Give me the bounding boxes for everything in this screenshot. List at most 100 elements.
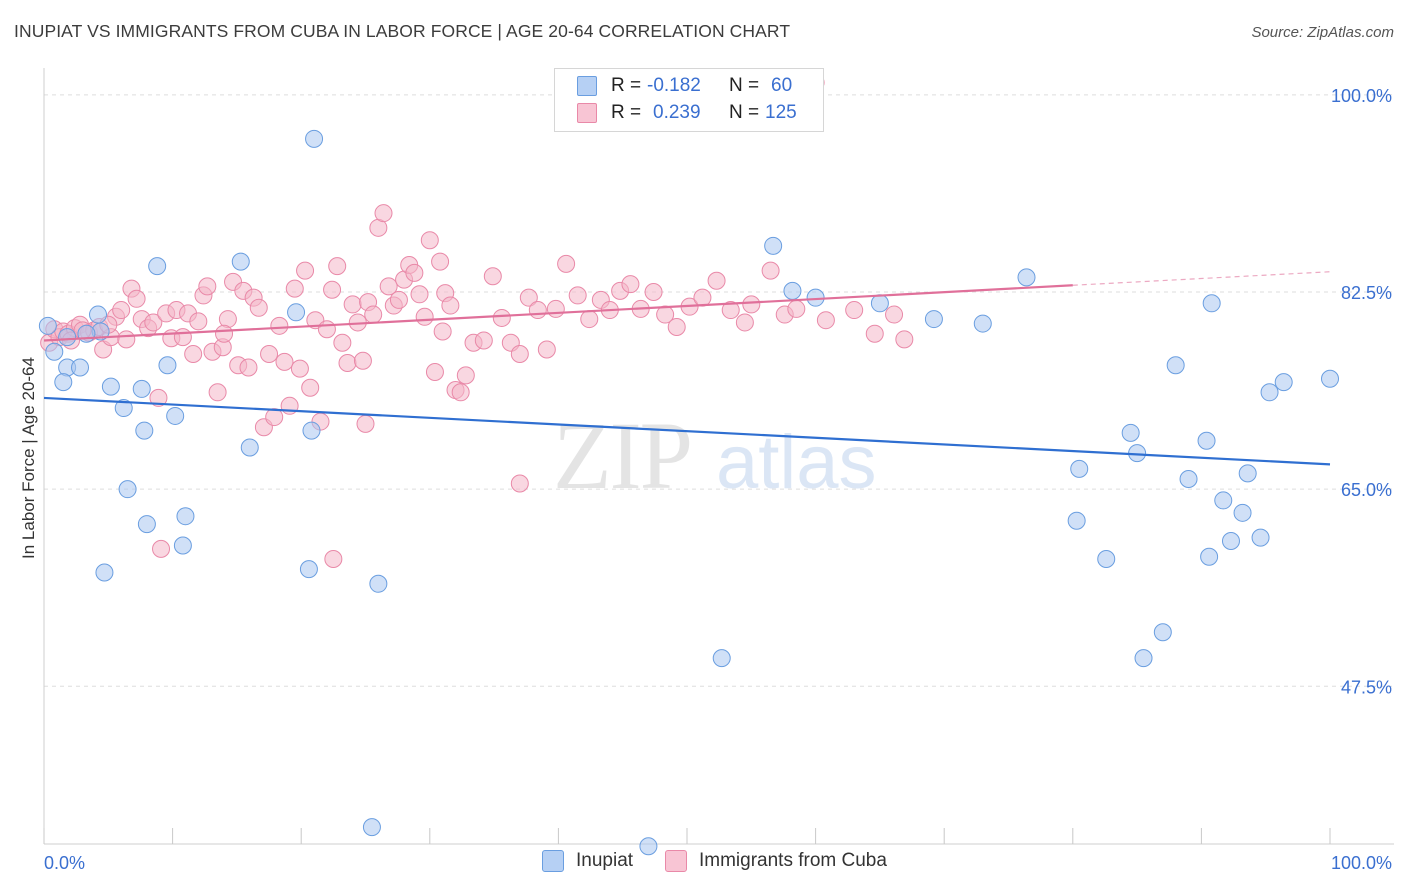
y-tick-label: 82.5%	[1341, 283, 1392, 303]
chart-source: Source: ZipAtlas.com	[1251, 24, 1394, 41]
inupiat-point	[118, 480, 137, 499]
inupiat-point	[783, 281, 802, 300]
inupiat-point	[1070, 459, 1089, 478]
cuba-point	[364, 305, 383, 324]
inupiat-point	[173, 536, 192, 555]
inupiat-point	[1214, 491, 1233, 510]
cuba-point	[721, 301, 740, 320]
cuba-point	[353, 351, 372, 370]
inupiat-point	[1179, 470, 1198, 489]
inupiat-point	[712, 649, 731, 668]
cuba-point	[510, 474, 529, 493]
cuba-point	[317, 320, 336, 339]
cuba-point	[707, 271, 726, 290]
inupiat-point	[58, 328, 77, 347]
cuba-point	[249, 298, 268, 317]
cuba-point	[374, 204, 393, 223]
inupiat-point	[38, 316, 57, 335]
inupiat-point	[1134, 649, 1153, 668]
cuba-point	[510, 344, 529, 363]
cuba-point	[483, 267, 502, 286]
cuba-point	[265, 408, 284, 427]
cuba-point	[410, 285, 429, 304]
cuba-point	[528, 301, 547, 320]
inupiat-point	[114, 399, 133, 418]
inupiat-point	[870, 294, 889, 313]
cuba-point	[296, 261, 315, 280]
cuba-point	[333, 333, 352, 352]
n-label: N =	[729, 75, 760, 96]
cuba-point	[189, 312, 208, 331]
cuba-point	[557, 254, 576, 273]
cuba-point	[537, 340, 556, 359]
y-axis-label: In Labor Force | Age 20-64	[19, 357, 38, 559]
cuba-point	[431, 252, 450, 271]
inupiat-point	[101, 377, 120, 396]
legend-item-cuba: Immigrants from Cuba	[665, 850, 887, 872]
inupiat-trendline	[43, 396, 1331, 466]
stats-legend: R = -0.182 N = 60 R = 0.239 N = 125	[554, 68, 824, 132]
inupiat-point	[1153, 623, 1172, 642]
inupiat-point	[639, 837, 658, 856]
y-tick-label: 47.5%	[1341, 677, 1392, 697]
legend-label-inupiat: Inupiat	[576, 850, 634, 871]
cuba-point	[451, 383, 470, 402]
inupiat-point	[1321, 369, 1339, 388]
cuba-trendline-extension	[1072, 271, 1331, 286]
cuba-trendline	[43, 284, 1073, 342]
inupiat-point	[54, 373, 73, 392]
n-value-inupiat: 60	[771, 75, 793, 96]
axes	[43, 68, 1394, 845]
cuba-legend-swatch	[665, 850, 687, 872]
cuba-point	[239, 358, 258, 377]
cuba-point	[845, 301, 864, 320]
inupiat-point	[148, 257, 167, 276]
r-value-cuba: 0.239	[653, 102, 701, 123]
cuba-point	[492, 308, 511, 327]
legend-item-inupiat: Inupiat	[542, 850, 633, 872]
trendlines	[43, 271, 1331, 466]
cuba-point	[285, 279, 304, 298]
cuba-point	[117, 330, 136, 349]
inupiat-point	[1166, 356, 1185, 375]
inupiat-point	[924, 310, 943, 329]
y-tick-label: 100.0%	[1331, 86, 1392, 106]
inupiat-point	[1221, 531, 1240, 550]
inupiat-point	[369, 574, 388, 593]
inupiat-point	[240, 438, 259, 457]
cuba-point	[415, 307, 434, 326]
inupiat-point	[176, 507, 195, 526]
inupiat-point	[1260, 383, 1279, 402]
cuba-point	[324, 550, 343, 569]
cuba-point	[761, 261, 780, 280]
cuba-point	[343, 295, 362, 314]
n-label: N =	[729, 102, 760, 123]
inupiat-point	[1200, 547, 1219, 566]
cuba-point	[405, 263, 424, 282]
cuba-swatch	[577, 103, 597, 123]
inupiat-point	[1017, 268, 1036, 287]
inupiat-point	[302, 421, 321, 440]
cuba-point	[208, 383, 227, 402]
cuba-point	[152, 539, 171, 558]
cuba-point	[816, 311, 835, 330]
inupiat-point	[1274, 373, 1293, 392]
cuba-point	[144, 313, 163, 332]
cuba-point	[519, 288, 538, 307]
cuba-point	[149, 388, 168, 407]
cuba-point	[356, 414, 375, 433]
cuba-point	[379, 277, 398, 296]
inupiat-point	[137, 515, 156, 534]
cuba-point	[693, 288, 712, 307]
cuba-point	[389, 290, 408, 309]
cuba-point	[184, 344, 203, 363]
gridlines	[44, 94, 1394, 687]
x-tick-label: 0.0%	[44, 853, 85, 873]
inupiat-point	[1238, 464, 1257, 483]
cuba-point	[895, 330, 914, 349]
cuba-point	[787, 299, 806, 318]
cuba-point	[885, 305, 904, 324]
inupiat-point	[1121, 423, 1140, 442]
cuba-point	[621, 275, 640, 294]
